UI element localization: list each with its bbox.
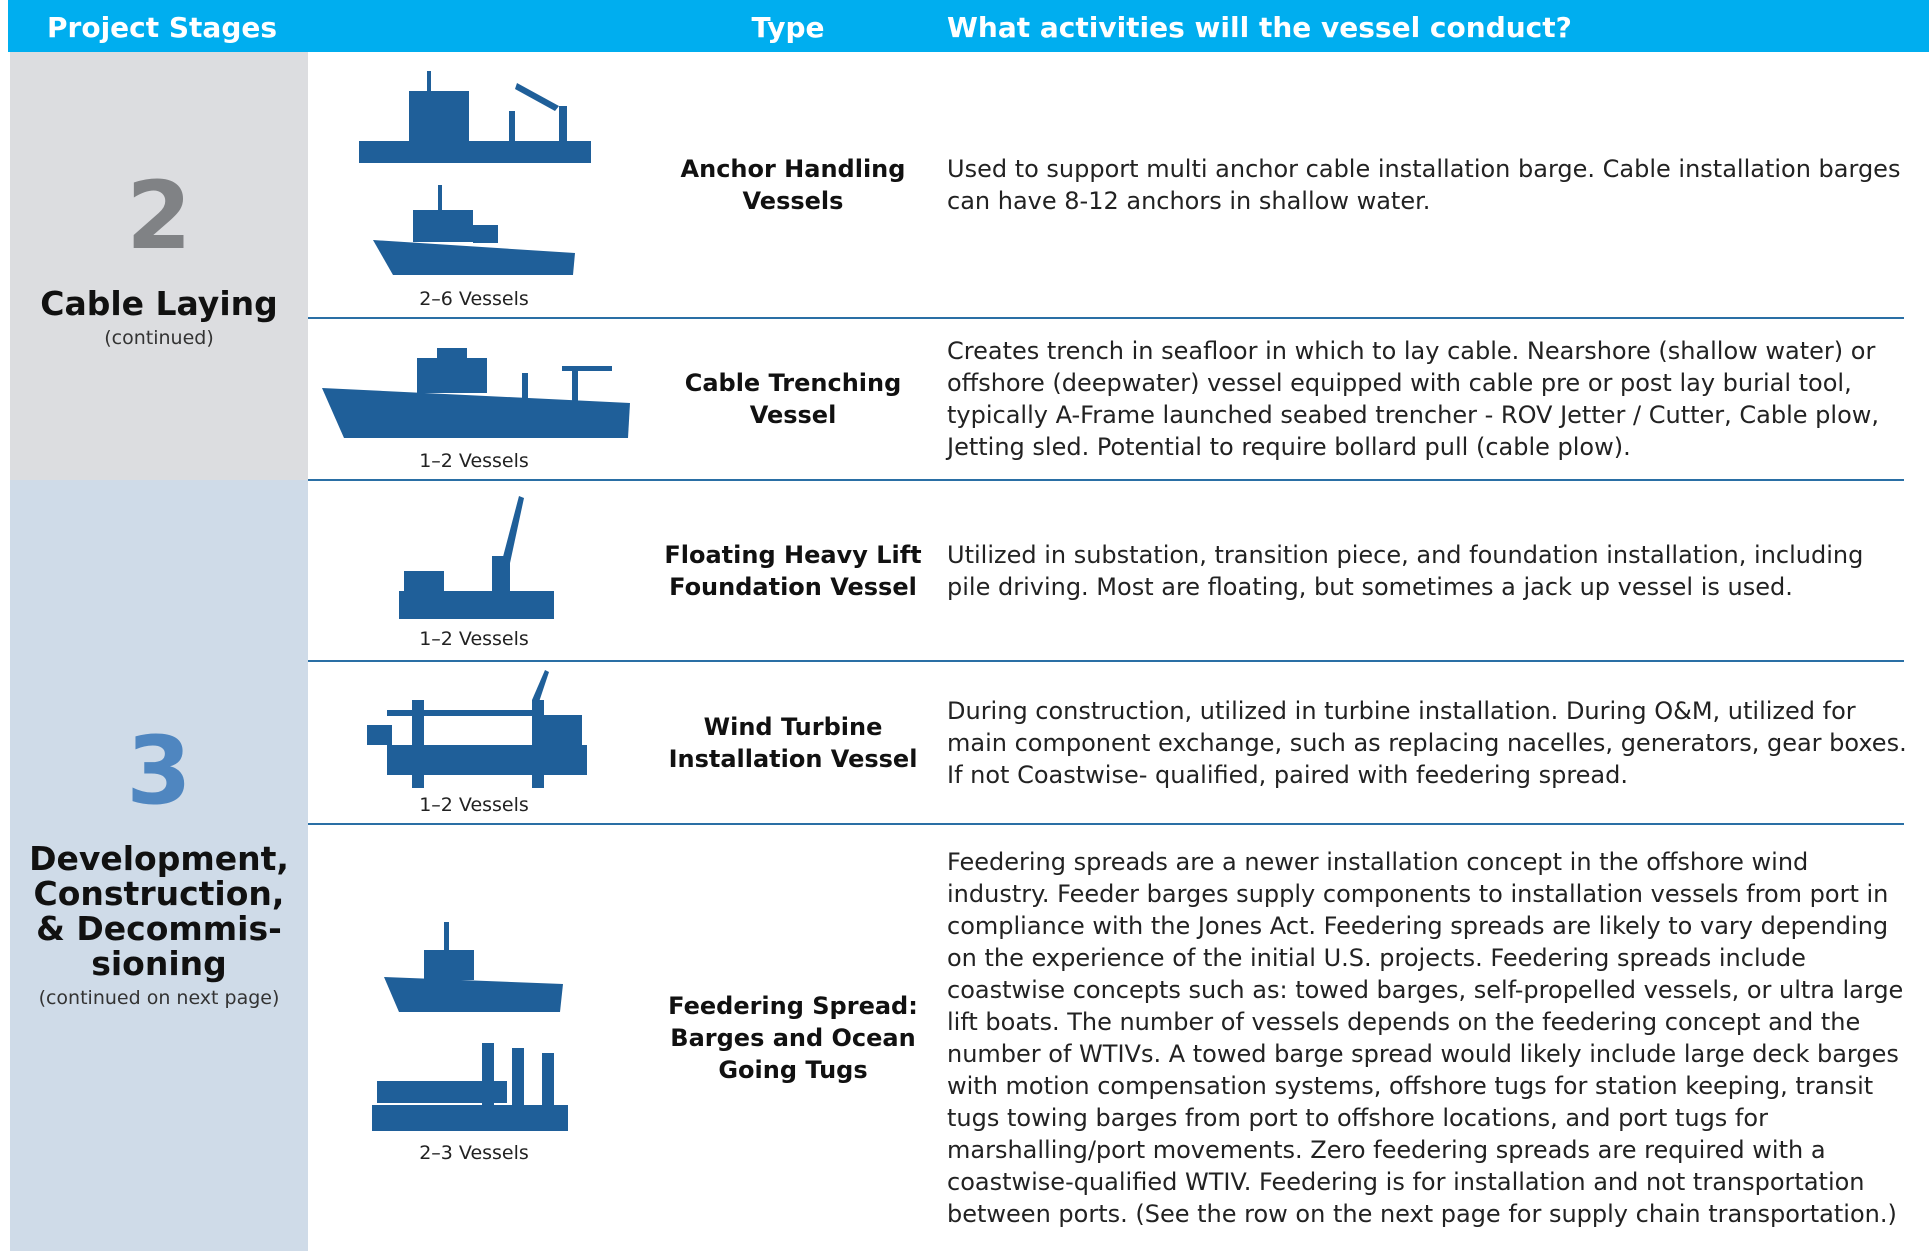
row-divider xyxy=(308,479,1904,481)
vessel-count: 1–2 Vessels xyxy=(419,450,529,472)
stage-note: (continued) xyxy=(104,327,214,349)
vessel-count: 2–6 Vessels xyxy=(419,288,529,310)
table-row: Wind Turbine Installation Vessel During co… xyxy=(308,662,1907,823)
vessel-type: Cable Trenching Vessel xyxy=(648,319,938,479)
type-line: Cable Trenching xyxy=(684,369,902,397)
type-line: Barges and Ocean xyxy=(670,1024,916,1052)
stage-name: sioning xyxy=(91,944,227,983)
vessel-type: Floating Heavy Lift Foundation Vessel xyxy=(648,481,938,660)
vessel-count: 1–2 Vessels xyxy=(419,794,529,816)
ship-icon xyxy=(372,1043,568,1131)
vessel-count: 1–2 Vessels xyxy=(419,628,529,650)
stage-name: Cable Laying xyxy=(40,284,278,323)
stage-band xyxy=(10,52,308,480)
activities: Creates trench in seafloor in which to l… xyxy=(947,337,1880,461)
type-line: Foundation Vessel xyxy=(669,572,917,601)
ship-icon xyxy=(359,71,591,163)
ship-icon xyxy=(384,922,563,1012)
ship-icon xyxy=(367,670,587,788)
ship-icon xyxy=(399,496,554,619)
stage-number: 3 xyxy=(126,717,192,826)
vessel-type: Feedering Spread: Barges and Ocean Going T… xyxy=(648,825,938,1251)
table-row: Floating Heavy Lift Foundation Vessel Util… xyxy=(308,481,1904,660)
activities: Feedering spreads are a newer installati… xyxy=(947,848,1904,1228)
type-line: Wind Turbine xyxy=(703,712,883,741)
vessel-type: Wind Turbine Installation Vessel xyxy=(648,662,938,823)
stage: 2 Cable Laying (continued) xyxy=(10,162,308,350)
vessel-type: Anchor Handling Vessels xyxy=(648,52,938,317)
header-cell: What activities will the vessel conduct? xyxy=(947,11,1572,44)
stage-name: & Decommis- xyxy=(36,909,282,948)
activities: During construction, utilized in turbine… xyxy=(947,696,1907,789)
table-row: Feedering Spread: Barges and Ocean Going T… xyxy=(308,825,1904,1251)
row-divider xyxy=(308,823,1904,825)
header-cell: Project Stages xyxy=(47,11,278,44)
ship-icon xyxy=(322,348,630,438)
stage-band xyxy=(10,480,308,1251)
ship-icon xyxy=(373,185,575,275)
type-line: Floating Heavy Lift xyxy=(664,540,922,569)
activities: Utilized in substation, transition piece… xyxy=(947,540,1864,601)
type-line: Vessels xyxy=(742,186,844,215)
type-line: Anchor Handling xyxy=(680,154,906,183)
stage: 3 Development, Construction, & Decommis-… xyxy=(10,717,308,1010)
type-line: Going Tugs xyxy=(718,1056,868,1084)
row-divider xyxy=(308,660,1904,662)
table-row: Anchor Handling Vessels Used to support mu… xyxy=(308,52,1904,317)
stage-number: 2 xyxy=(126,162,192,271)
row-divider xyxy=(308,317,1904,319)
type-line: Feedering Spread: xyxy=(668,992,918,1020)
stage-name: Construction, xyxy=(33,874,285,913)
vessel-count: 2–3 Vessels xyxy=(419,1142,529,1164)
type-line: Installation Vessel xyxy=(668,744,918,773)
stage-name: Development, xyxy=(29,839,289,878)
type-line: Vessel xyxy=(749,401,837,429)
header-bar: Project Stages Type What activities will… xyxy=(8,0,1929,52)
header-cell: Type xyxy=(751,11,825,44)
activities: Used to support multi anchor cable insta… xyxy=(947,154,1901,215)
stage-note: (continued on next page) xyxy=(38,987,280,1009)
table-row: Cable Trenching Vessel Creates trench in s… xyxy=(308,319,1904,479)
